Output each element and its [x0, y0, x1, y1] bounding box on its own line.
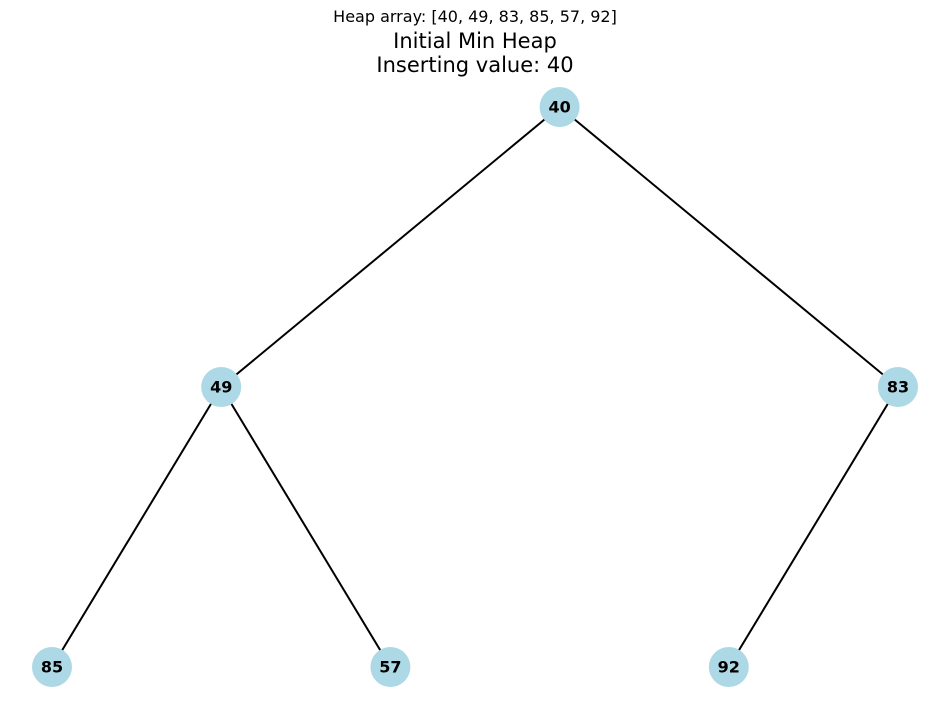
edge-40-83	[558, 106, 899, 388]
heap-node-49: 49	[201, 367, 242, 407]
heap-node-label: 92	[718, 658, 740, 677]
heap-node-label: 40	[548, 98, 570, 117]
edge-49-85	[51, 386, 223, 668]
heap-node-92: 92	[708, 647, 749, 687]
heap-node-label: 57	[379, 658, 401, 677]
edge-40-49	[220, 106, 561, 388]
heap-node-circle	[201, 367, 242, 407]
heap-node-circle	[539, 87, 580, 127]
heap-node-57: 57	[370, 647, 411, 687]
heap-node-circle	[878, 367, 918, 407]
heap-node-label: 83	[887, 378, 909, 397]
diagram-title: Initial Min Heap	[393, 29, 557, 53]
heap-node-label: 49	[210, 378, 232, 397]
edge-49-57	[220, 386, 392, 668]
diagram-subtitle: Inserting value: 40	[376, 53, 574, 77]
heap-node-circle	[370, 647, 411, 687]
heap-node-40: 40	[539, 87, 580, 127]
heap-array-caption: Heap array: [40, 49, 83, 85, 57, 92]	[333, 7, 617, 26]
heap-node-label: 85	[41, 658, 63, 677]
heap-node-circle	[32, 647, 72, 687]
heap-node-circle	[708, 647, 749, 687]
edge-83-92	[727, 386, 899, 668]
heap-node-83: 83	[878, 367, 918, 407]
heap-node-85: 85	[32, 647, 72, 687]
